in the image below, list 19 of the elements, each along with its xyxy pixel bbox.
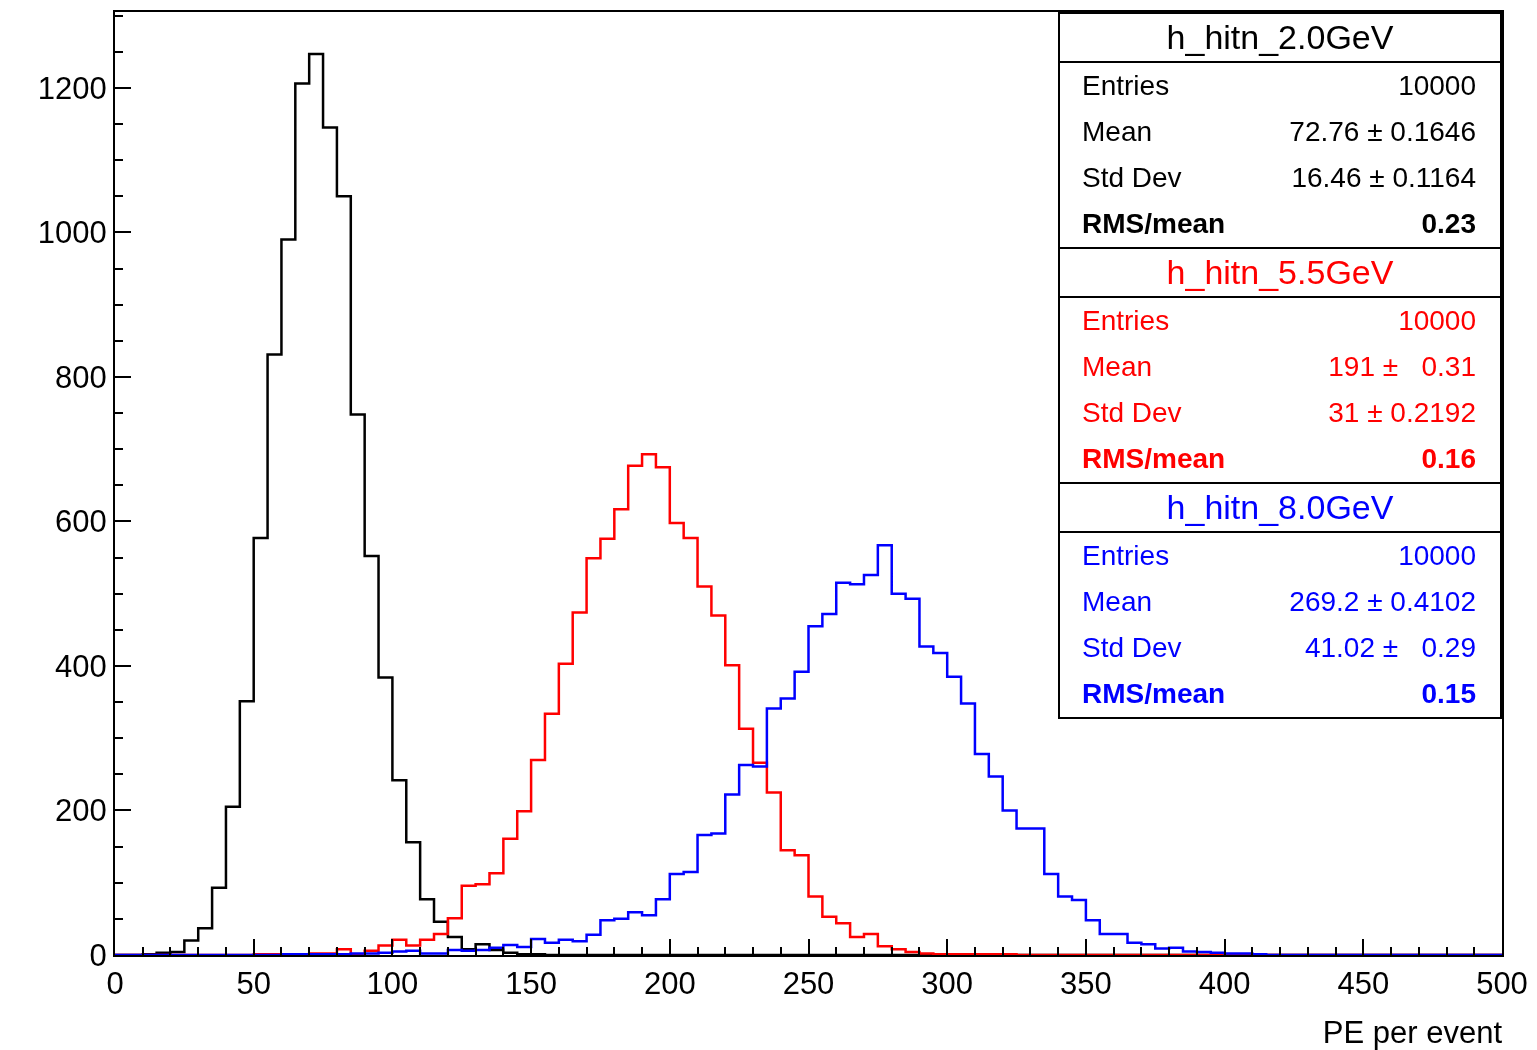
y-tick-label: 600 bbox=[55, 504, 107, 540]
x-tick-label: 50 bbox=[236, 966, 271, 1002]
x-tick-label: 300 bbox=[921, 966, 974, 1002]
x-tick-label: 250 bbox=[782, 966, 835, 1002]
x-axis-title: PE per event bbox=[1322, 1015, 1503, 1050]
x-tick-label: 400 bbox=[1198, 966, 1251, 1002]
y-tick-label: 400 bbox=[55, 648, 107, 684]
x-tick-label: 100 bbox=[366, 966, 419, 1002]
x-tick-label: 450 bbox=[1337, 966, 1390, 1002]
x-tick-label: 150 bbox=[505, 966, 557, 1002]
x-tick-label: 350 bbox=[1060, 966, 1112, 1002]
y-tick-label: 800 bbox=[55, 359, 107, 395]
y-tick-label: 1200 bbox=[37, 70, 107, 106]
x-tick-label: 200 bbox=[643, 966, 696, 1002]
y-tick-label: 1000 bbox=[37, 215, 107, 251]
x-tick-label: 500 bbox=[1476, 966, 1528, 1002]
statistics-box: h_hitn_2.0GeV Entries 10000 Mean 72.76 ± 0.1646 Std Dev 16.46 ± 0.1164 RMS/mean 0.23 h_hitn_5.5GeV Entries 10000 Mean 191 ± 0.31 Std Dev 31 ± 0.2192 RMS/mean 0.16 h_hitn_8.0GeV Entries 10000 Mean 269.2 ± 0.4102 Std Dev 41.02 ± 0.29 RMS/mean 0.15 bbox=[1058, 12, 1502, 719]
y-tick-label: 200 bbox=[55, 793, 107, 829]
y-tick-label: 0 bbox=[89, 937, 107, 973]
